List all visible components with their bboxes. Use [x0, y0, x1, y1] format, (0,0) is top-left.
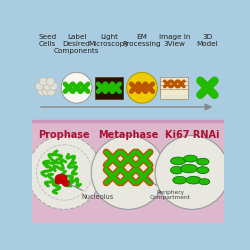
- Circle shape: [35, 82, 44, 90]
- Bar: [32, 121, 224, 222]
- Ellipse shape: [62, 180, 70, 186]
- Text: Image in
3View: Image in 3View: [159, 34, 190, 47]
- Ellipse shape: [173, 176, 187, 184]
- Ellipse shape: [180, 164, 198, 173]
- Text: Metaphase: Metaphase: [98, 130, 158, 140]
- Circle shape: [47, 87, 55, 96]
- Text: Prophase: Prophase: [38, 130, 90, 140]
- Bar: [160, 85, 188, 96]
- Circle shape: [126, 72, 158, 103]
- Ellipse shape: [186, 176, 201, 184]
- Text: Light
Microscopy: Light Microscopy: [88, 34, 129, 47]
- Text: Nucleolus: Nucleolus: [68, 184, 114, 200]
- Bar: [160, 81, 188, 92]
- Bar: [95, 77, 123, 98]
- Circle shape: [42, 87, 51, 96]
- Circle shape: [91, 136, 165, 210]
- Ellipse shape: [55, 179, 61, 184]
- Circle shape: [27, 136, 101, 210]
- Circle shape: [61, 72, 92, 103]
- Ellipse shape: [170, 166, 183, 174]
- Text: Seed
Cells: Seed Cells: [38, 34, 56, 47]
- Text: EM
Processing: EM Processing: [123, 34, 161, 47]
- Bar: [32, 120, 224, 122]
- Ellipse shape: [199, 178, 210, 185]
- Ellipse shape: [184, 155, 198, 162]
- Text: Ki67 RNAi: Ki67 RNAi: [165, 130, 219, 140]
- Circle shape: [49, 82, 58, 90]
- Ellipse shape: [170, 157, 186, 165]
- Circle shape: [46, 77, 54, 86]
- Bar: [32, 30, 224, 121]
- Ellipse shape: [197, 158, 209, 165]
- Bar: [160, 77, 188, 88]
- Circle shape: [155, 136, 229, 210]
- Ellipse shape: [55, 174, 67, 183]
- Circle shape: [38, 87, 46, 96]
- Text: Label
Desired
Components: Label Desired Components: [54, 34, 99, 54]
- Ellipse shape: [197, 167, 209, 173]
- Circle shape: [43, 82, 52, 90]
- Circle shape: [39, 77, 48, 86]
- Bar: [160, 88, 188, 99]
- Text: 3D
Model: 3D Model: [196, 34, 218, 47]
- Text: Periphery
Compartment: Periphery Compartment: [146, 178, 190, 201]
